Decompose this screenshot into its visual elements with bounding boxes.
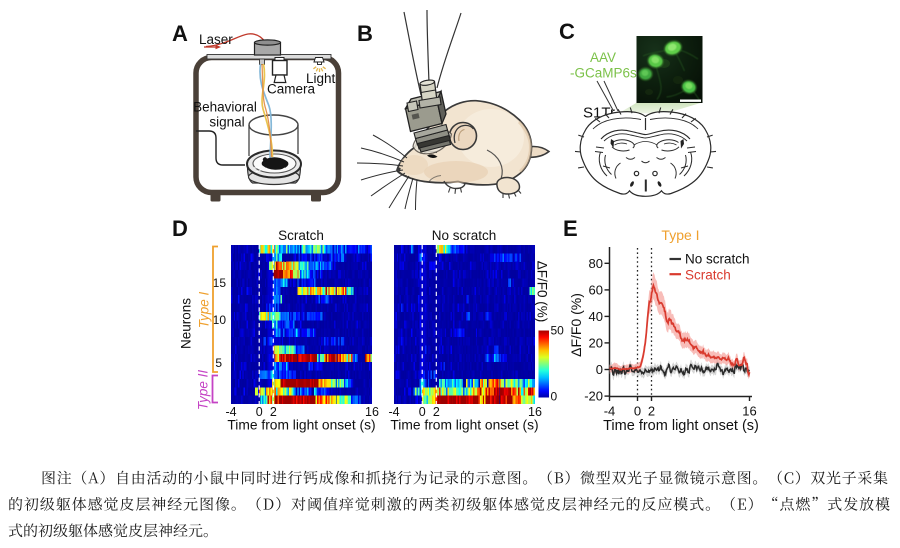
svg-text:Scratch: Scratch [685, 267, 731, 282]
svg-text:50: 50 [551, 324, 565, 338]
svg-text:Time from light onset (s): Time from light onset (s) [227, 418, 375, 433]
svg-text:10: 10 [213, 313, 227, 327]
svg-text:16: 16 [365, 405, 379, 419]
svg-text:0: 0 [419, 405, 426, 419]
svg-text:Scratch: Scratch [278, 228, 324, 243]
svg-text:15: 15 [213, 276, 227, 290]
svg-text:signal: signal [209, 115, 244, 130]
svg-text:80: 80 [589, 256, 603, 271]
svg-text:60: 60 [589, 282, 603, 297]
svg-text:D: D [172, 216, 188, 241]
svg-text:2: 2 [433, 405, 440, 419]
svg-text:40: 40 [589, 309, 603, 324]
svg-text:16: 16 [528, 405, 542, 419]
svg-text:5: 5 [215, 356, 222, 370]
svg-text:AAV: AAV [590, 50, 616, 65]
svg-text:No scratch: No scratch [432, 228, 497, 243]
svg-text:B: B [357, 21, 373, 46]
svg-text:0: 0 [256, 405, 263, 419]
svg-text:20: 20 [589, 335, 603, 350]
svg-text:Type II: Type II [196, 370, 211, 411]
svg-text:C: C [559, 19, 575, 44]
svg-text:0: 0 [596, 362, 603, 377]
svg-text:-4: -4 [225, 405, 236, 419]
svg-text:ΔF/F0 (%): ΔF/F0 (%) [568, 293, 584, 357]
svg-text:E: E [563, 216, 578, 241]
svg-text:Laser: Laser [199, 32, 233, 47]
svg-text:Time from light onset (s): Time from light onset (s) [390, 418, 538, 433]
svg-text:Camera: Camera [267, 82, 316, 97]
svg-text:No scratch: No scratch [685, 252, 750, 267]
svg-text:Behavioral: Behavioral [193, 100, 257, 115]
svg-text:0: 0 [634, 404, 641, 419]
svg-text:-4: -4 [388, 405, 399, 419]
svg-text:Type I: Type I [661, 227, 699, 243]
svg-text:A: A [172, 21, 188, 46]
svg-text:-GCaMP6s: -GCaMP6s [570, 66, 637, 81]
svg-text:2: 2 [648, 404, 655, 419]
svg-text:ΔF/F0 (%): ΔF/F0 (%) [535, 261, 550, 323]
svg-text:Time from light onset (s): Time from light onset (s) [603, 418, 759, 434]
svg-text:Neurons: Neurons [179, 298, 194, 349]
svg-text:-4: -4 [604, 404, 616, 419]
svg-text:-20: -20 [584, 389, 603, 404]
svg-text:Type I: Type I [197, 291, 212, 328]
svg-text:16: 16 [742, 404, 756, 419]
svg-text:Light: Light [306, 71, 336, 86]
svg-text:0: 0 [551, 390, 558, 404]
svg-text:2: 2 [270, 405, 277, 419]
